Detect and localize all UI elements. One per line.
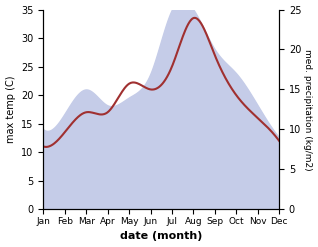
Y-axis label: max temp (C): max temp (C) — [5, 76, 16, 143]
Y-axis label: med. precipitation (kg/m2): med. precipitation (kg/m2) — [303, 49, 313, 170]
X-axis label: date (month): date (month) — [120, 231, 203, 242]
